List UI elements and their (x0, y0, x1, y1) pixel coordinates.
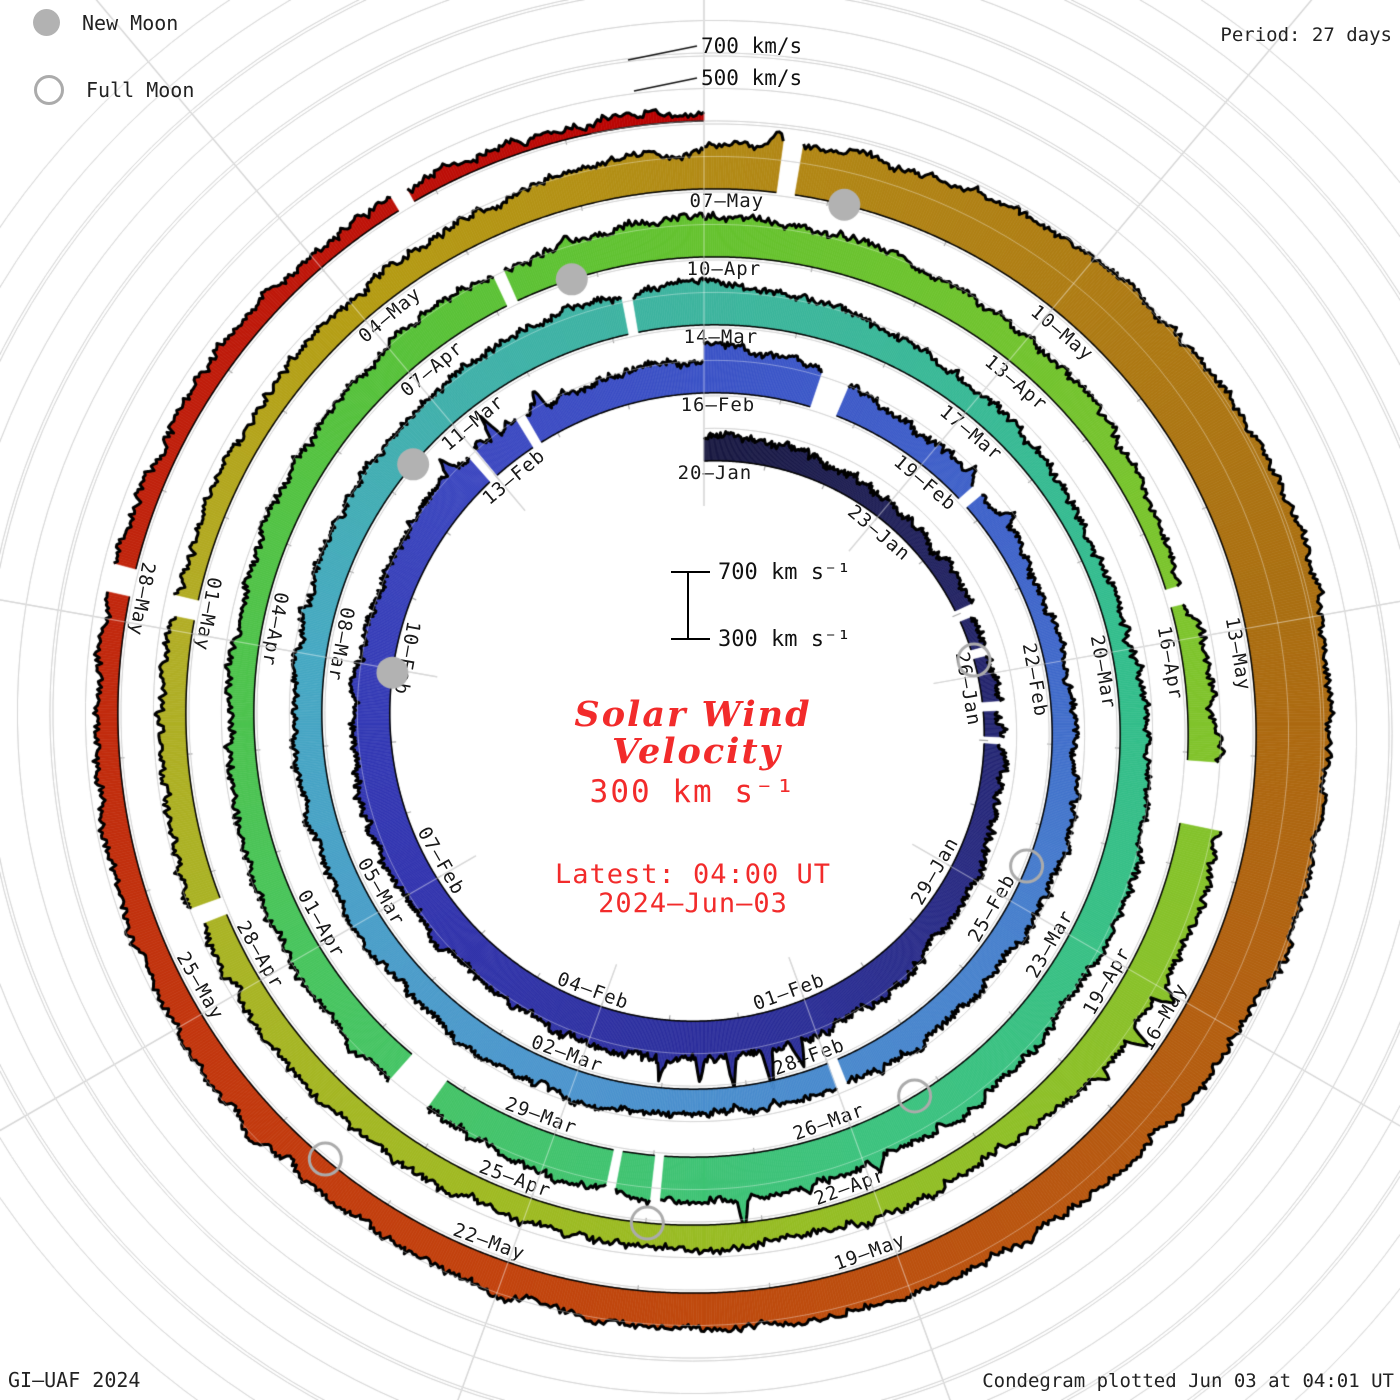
condegram-canvas (0, 0, 1400, 1400)
condegram-page: 20–Jan23–Jan26–Jan29–Jan01–Feb04–Feb07–F… (0, 0, 1400, 1400)
